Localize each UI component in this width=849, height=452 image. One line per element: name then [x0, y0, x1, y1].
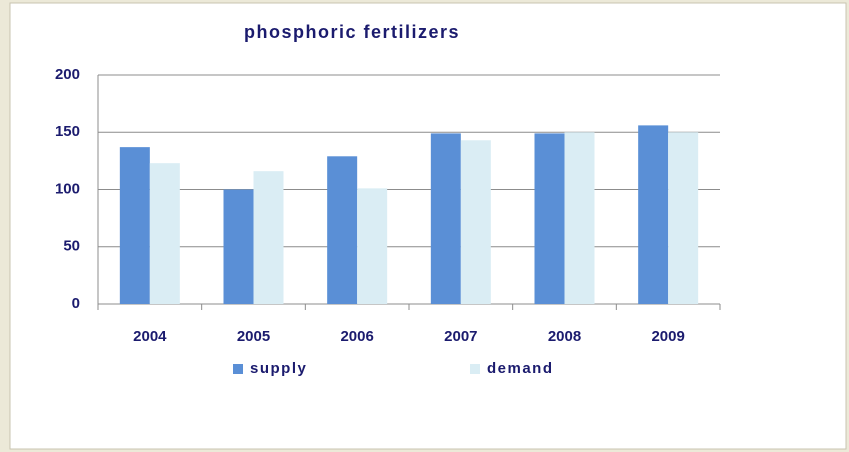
y-tick-label: 50	[63, 238, 80, 255]
bar	[638, 125, 669, 304]
bar	[327, 156, 358, 304]
y-tick-label: 0	[72, 295, 80, 312]
bar	[460, 140, 491, 304]
x-tick-label: 2006	[340, 328, 373, 345]
x-tick-label: 2007	[444, 328, 477, 345]
y-tick-label: 150	[55, 123, 80, 140]
bar	[253, 171, 284, 304]
bar	[534, 133, 565, 304]
legend-swatch	[470, 364, 480, 374]
y-tick-label: 100	[55, 180, 80, 197]
legend-swatch	[233, 364, 243, 374]
bar	[564, 132, 595, 304]
chart-title: phosphoric fertilizers	[244, 22, 460, 42]
x-tick-label: 2005	[237, 328, 270, 345]
x-tick-label: 2009	[651, 328, 684, 345]
x-tick-label: 2004	[133, 328, 167, 345]
bar	[119, 147, 150, 304]
y-tick-label: 200	[55, 66, 80, 83]
bar	[223, 189, 254, 304]
bar	[357, 188, 388, 304]
x-tick-label: 2008	[548, 328, 581, 345]
legend-label: demand	[487, 360, 554, 377]
bar	[668, 132, 699, 304]
legend-label: supply	[250, 360, 307, 377]
bar	[430, 133, 461, 304]
bar	[149, 163, 180, 304]
